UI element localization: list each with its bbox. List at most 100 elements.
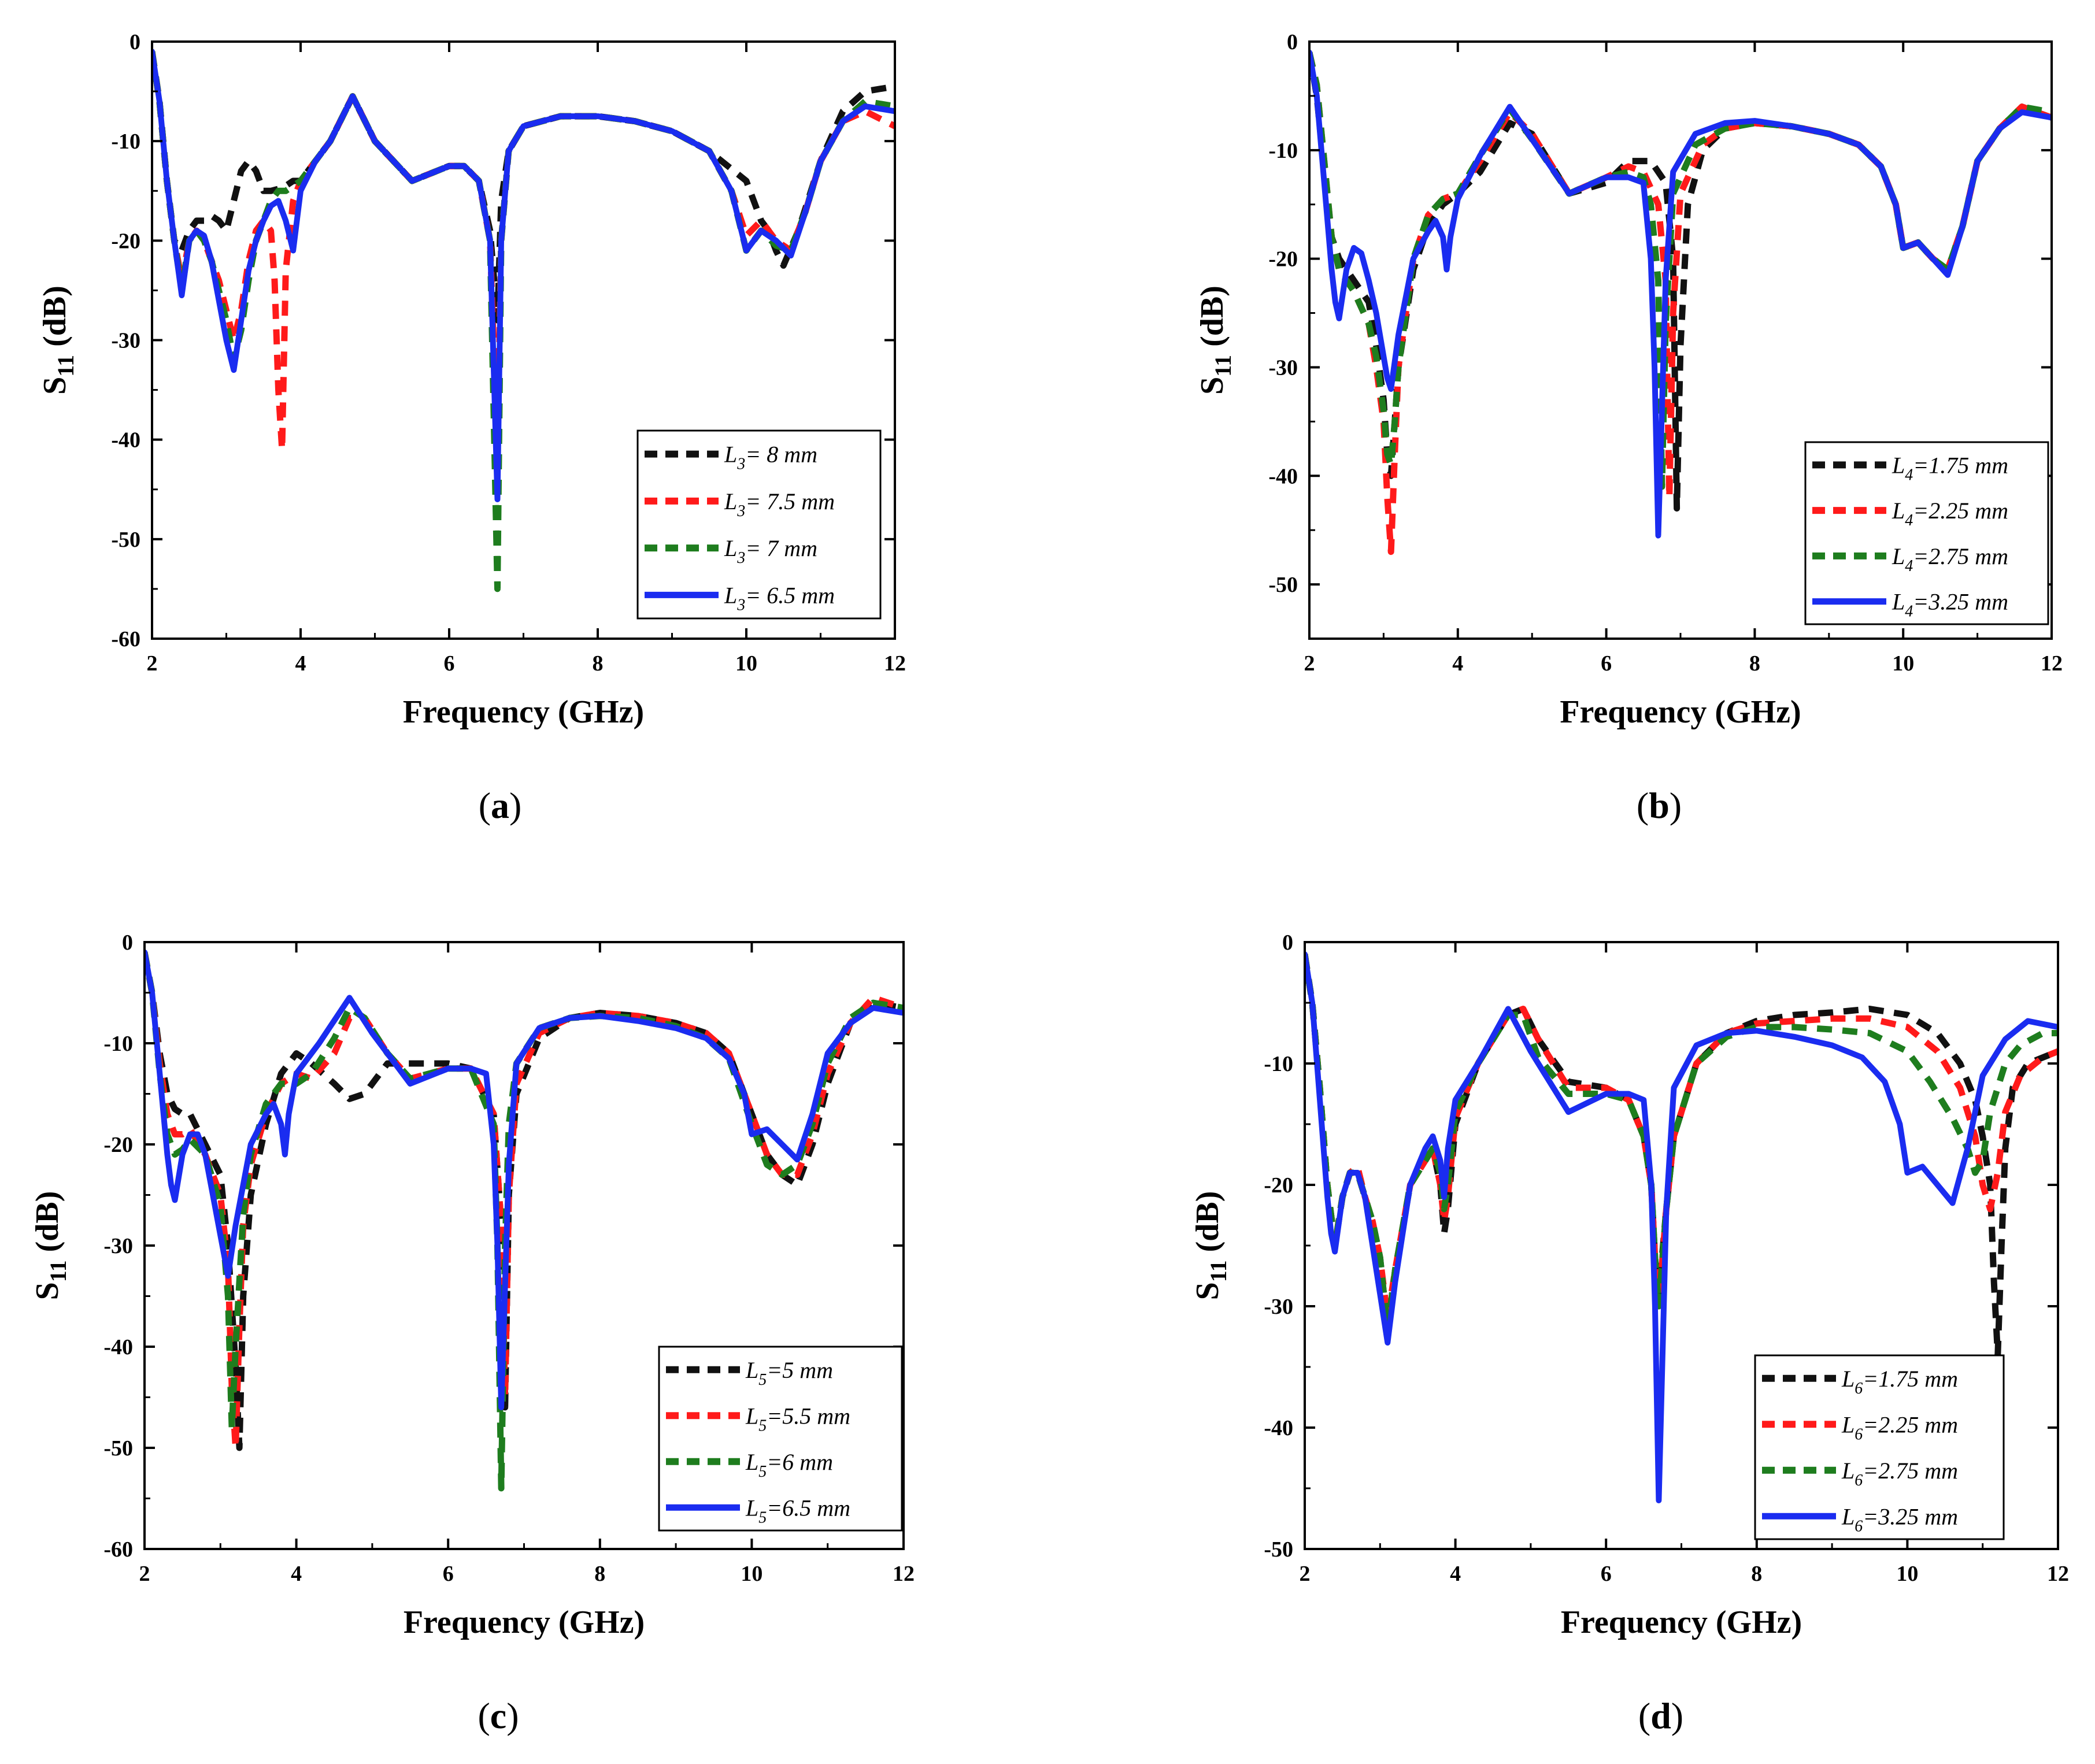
panel-label: (d) [1638, 1695, 1683, 1736]
x-tick-label: 8 [1751, 1562, 1762, 1586]
x-tick-label: 12 [893, 1562, 915, 1586]
legend: L6=1.75 mm L6=2.25 mm L6=2.75 mm L6=3.25 mm [1754, 1354, 2005, 1540]
series-line-4 [1309, 49, 2052, 539]
y-tick-label: -10 [1268, 139, 1298, 163]
x-tick-label: 10 [1892, 651, 1914, 676]
x-tick-label: 4 [1452, 651, 1463, 676]
y-tick-label: -30 [111, 329, 140, 353]
y-axis-label: S11 (dB) [1194, 286, 1236, 395]
legend-box [658, 1346, 903, 1532]
y-tick-label: -10 [111, 129, 140, 154]
y-axis-label: S11 (dB) [29, 1191, 71, 1300]
y-tick-label: -20 [1264, 1173, 1293, 1198]
y-tick-label: -40 [1268, 464, 1298, 488]
legend-box [636, 429, 882, 620]
y-tick-label: -10 [103, 1032, 133, 1056]
x-tick-label: 12 [884, 651, 906, 676]
x-tick-label: 6 [1601, 1562, 1612, 1586]
legend: L4=1.75 mm L4=2.25 mm L4=2.75 mm L4=3.25 mm [1804, 441, 2049, 625]
legend-label: L6=2.25 mm [1841, 1411, 1958, 1443]
y-tick-label: -20 [103, 1133, 133, 1157]
x-axis-label: Frequency (GHz) [404, 1604, 645, 1640]
legend-box [1754, 1354, 2005, 1540]
x-tick-label: 4 [291, 1562, 302, 1586]
x-tick-label: 8 [594, 1562, 605, 1586]
panel-label: (b) [1637, 785, 1682, 826]
y-tick-label: -30 [1264, 1295, 1293, 1319]
x-tick-label: 6 [443, 1562, 454, 1586]
legend-label: L3= 8 mm [724, 442, 817, 473]
x-tick-label: 10 [1896, 1562, 1918, 1586]
x-tick-label: 8 [1749, 651, 1760, 676]
x-tick-label: 6 [444, 651, 455, 676]
x-axis-label: Frequency (GHz) [1561, 1604, 1802, 1640]
legend-label: L3= 6.5 mm [724, 582, 835, 614]
y-tick-label: -40 [1264, 1416, 1293, 1440]
series-line-4 [152, 49, 895, 502]
x-tick-label: 4 [295, 651, 306, 676]
legend-label: L3= 7 mm [724, 535, 817, 567]
legend-label: L5=5.5 mm [745, 1403, 850, 1435]
x-tick-label: 8 [593, 651, 604, 676]
legend-label: L6=1.75 mm [1841, 1366, 1958, 1398]
legend-label: L5=6 mm [745, 1449, 833, 1481]
legend: L3= 8 mm L3= 7.5 mm L3= 7 mm L3= 6.5 mm [636, 429, 882, 620]
y-tick-label: -10 [1264, 1052, 1293, 1076]
x-tick-label: 2 [1300, 1562, 1311, 1586]
chart-panel-1: 2 4 6 8 10 12 0 -10 -20 -30 -40 -50 -60 Frequency (GH… [37, 30, 906, 826]
x-tick-label: 10 [735, 651, 757, 676]
y-tick-label: 0 [1287, 30, 1298, 54]
y-tick-label: -30 [103, 1234, 133, 1258]
y-tick-label: 0 [129, 30, 140, 54]
panel-label: (c) [478, 1695, 519, 1736]
chart-panel-3: 2 4 6 8 10 12 0 -10 -20 -30 -40 -50 -60 Frequency (GH… [29, 931, 915, 1736]
series-group [1305, 951, 2058, 1503]
y-tick-label: 0 [122, 931, 133, 955]
legend-label: L6=2.75 mm [1841, 1458, 1958, 1489]
y-tick-label: -40 [103, 1335, 133, 1359]
chart-panel-2: 2 4 6 8 10 12 0 -10 -20 -30 -40 -50 Frequency (GHz) S… [1194, 30, 2063, 826]
x-axis-label: Frequency (GHz) [1560, 694, 1801, 730]
x-tick-label: 2 [139, 1562, 150, 1586]
legend: L5=5 mm L5=5.5 mm L5=6 mm L5=6.5 mm [658, 1346, 903, 1532]
series-line-3 [1305, 954, 2058, 1334]
y-tick-label: -50 [1268, 573, 1298, 597]
series-group [1309, 49, 2052, 555]
legend-label: L4=1.75 mm [1892, 452, 2008, 484]
legend-label: L4=2.25 mm [1892, 498, 2008, 529]
legend-box [1804, 441, 2049, 625]
x-axis-label: Frequency (GHz) [403, 694, 644, 730]
y-tick-label: -20 [1268, 247, 1298, 272]
series-group [145, 949, 904, 1492]
series-group [152, 49, 895, 592]
y-tick-label: -50 [103, 1436, 133, 1461]
y-tick-label: -50 [1264, 1537, 1293, 1562]
x-tick-label: 2 [147, 651, 158, 676]
y-axis-label: S11 (dB) [1190, 1191, 1231, 1300]
legend-label: L4=2.75 mm [1892, 543, 2008, 575]
y-tick-label: -50 [111, 528, 140, 552]
y-axis-label: S11 (dB) [37, 286, 79, 395]
series-line-4 [145, 949, 904, 1410]
x-tick-label: 10 [741, 1562, 763, 1586]
y-tick-label: -60 [103, 1537, 133, 1562]
legend-label: L5=6.5 mm [745, 1495, 850, 1526]
x-tick-label: 12 [2041, 651, 2063, 676]
y-tick-label: -40 [111, 428, 140, 453]
legend-label: L3= 7.5 mm [724, 488, 835, 520]
y-tick-label: -20 [111, 229, 140, 253]
x-tick-label: 6 [1601, 651, 1612, 676]
x-tick-label: 2 [1304, 651, 1315, 676]
x-tick-label: 12 [2047, 1562, 2069, 1586]
y-tick-label: 0 [1282, 931, 1293, 955]
chart-panel-4: 2 4 6 8 10 12 0 -10 -20 -30 -40 -50 Frequency (GHz) S… [1190, 931, 2069, 1736]
legend-label: L6=3.25 mm [1841, 1503, 1958, 1535]
legend-label: L4=3.25 mm [1892, 589, 2008, 621]
y-tick-label: -30 [1268, 355, 1298, 380]
panel-label: (a) [479, 785, 522, 826]
x-tick-label: 4 [1450, 1562, 1461, 1586]
y-tick-label: -60 [111, 627, 140, 651]
legend-label: L5=5 mm [745, 1357, 833, 1389]
series-line-4 [1305, 951, 2058, 1503]
